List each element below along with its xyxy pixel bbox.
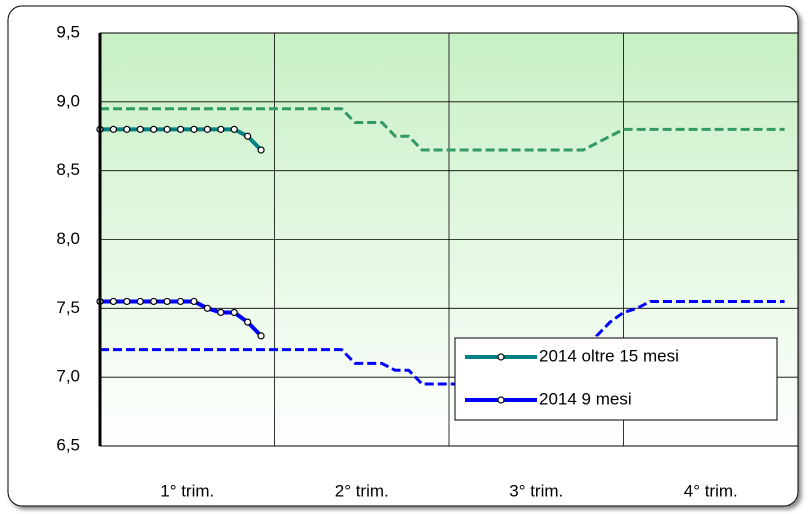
y-tick-label: 8,5 — [56, 160, 80, 179]
y-tick-label: 6,5 — [56, 435, 80, 454]
legend-label: 2014 oltre 15 mesi — [539, 346, 679, 365]
marker — [217, 125, 225, 133]
dashed-line — [100, 299, 785, 386]
dashed-line — [100, 107, 785, 152]
legend-marker — [497, 353, 505, 361]
legend-box — [454, 337, 778, 421]
marker — [244, 318, 252, 326]
marker — [150, 297, 158, 306]
marker — [230, 125, 238, 133]
y-tick-label: 8,0 — [56, 229, 80, 248]
y-tick-label: 9,0 — [56, 91, 80, 110]
marker — [136, 297, 144, 306]
marker — [163, 297, 171, 306]
marker — [230, 308, 238, 317]
marker — [203, 304, 211, 312]
marker — [244, 132, 252, 140]
marker — [190, 125, 198, 133]
marker — [176, 297, 185, 306]
marker — [150, 125, 158, 133]
x-tick-label: 1° trim. — [160, 481, 214, 500]
marker — [203, 125, 211, 133]
marker — [123, 125, 131, 133]
marker — [109, 125, 118, 133]
y-tick-label: 7,5 — [56, 298, 80, 317]
y-tick-label: 9,5 — [56, 22, 80, 41]
marker — [109, 297, 118, 306]
marker — [217, 308, 225, 317]
x-tick-label: 2° trim. — [335, 481, 389, 500]
marker — [123, 297, 131, 306]
legend-label: 2014 9 mesi — [539, 389, 632, 408]
x-tick-label: 4° trim. — [684, 481, 738, 500]
marker — [163, 125, 171, 133]
legend-marker — [497, 396, 505, 404]
marker — [190, 297, 198, 306]
marker — [176, 125, 185, 133]
marker — [136, 125, 144, 133]
marker — [257, 332, 265, 340]
x-tick-label: 3° trim. — [509, 481, 563, 500]
y-tick-label: 7,0 — [56, 367, 80, 386]
marker — [257, 146, 265, 154]
